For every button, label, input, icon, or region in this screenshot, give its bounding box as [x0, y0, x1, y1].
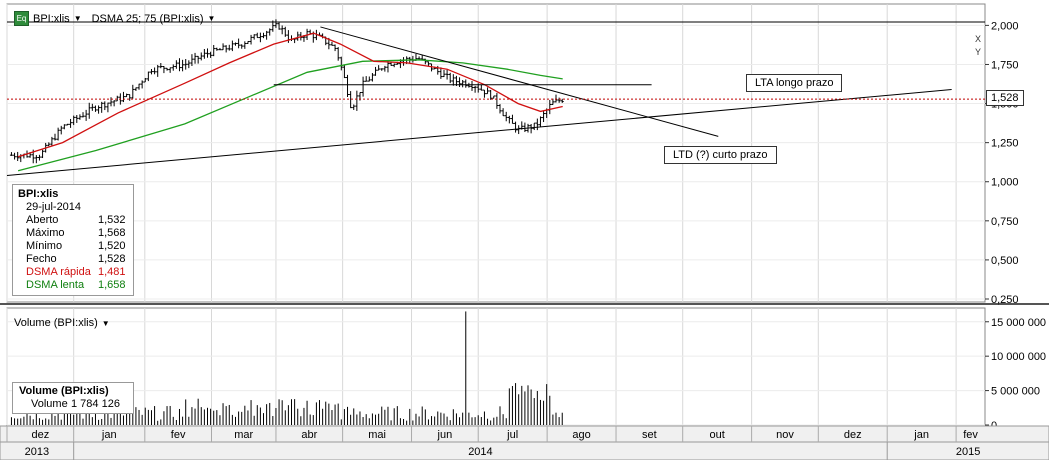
volume-info-label: Volume — [31, 398, 68, 410]
time-axis — [0, 425, 1049, 460]
price-tick-label: 0,500 — [991, 255, 1019, 267]
volume-tick-label: 5 000 000 — [991, 386, 1040, 398]
slow-ma-line — [17, 59, 563, 172]
fast-ma-line — [17, 32, 563, 158]
year-label: 2015 — [956, 446, 980, 458]
month-label: jun — [437, 429, 453, 441]
month-label: mai — [368, 429, 386, 441]
month-label: mar — [234, 429, 253, 441]
month-label: fev — [171, 429, 186, 441]
info-row-value: 1,528 — [98, 253, 126, 265]
y-label: Y — [975, 47, 982, 57]
info-date: 29-jul-2014 — [26, 201, 82, 213]
info-row: Aberto 1,532 — [26, 214, 128, 227]
month-label: fev — [963, 429, 978, 441]
volume-info-title: Volume (BPI:xlis) — [19, 385, 109, 397]
equity-icon[interactable]: Eq — [14, 11, 29, 26]
volume-header: Volume (BPI:xlis) ▼ — [14, 317, 110, 329]
price-tick-label: 2,000 — [991, 20, 1019, 32]
info-row-label: Mínimo — [26, 240, 63, 252]
info-row: Fecho 1,528 — [26, 253, 128, 266]
year-label: 2013 — [25, 446, 49, 458]
info-box: BPI:xlis 29-jul-2014 Aberto 1,532 Máximo 1,… — [12, 184, 134, 296]
chart-header: Eq BPI:xlis ▼ DSMA 25; 75 (BPI:xlis) ▼ — [14, 11, 215, 26]
price-bars — [9, 19, 564, 164]
price-panel — [6, 3, 986, 303]
month-label: jan — [101, 429, 117, 441]
volume-title[interactable]: Volume (BPI:xlis) — [14, 317, 98, 329]
ltd-annotation[interactable]: LTD (?) curto prazo — [664, 146, 777, 164]
info-row-value: 1,520 — [98, 240, 126, 252]
x-label: X — [975, 34, 982, 44]
info-title: BPI:xlis — [18, 188, 59, 200]
trendline-lta — [6, 88, 952, 176]
month-label: nov — [776, 429, 794, 441]
volume-tick-label: 10 000 000 — [991, 351, 1046, 363]
price-tick-label: 0,250 — [991, 294, 1019, 306]
info-row-value: 1,532 — [98, 214, 126, 226]
info-row-label: Fecho — [26, 253, 57, 265]
info-row-label: Aberto — [26, 214, 59, 226]
info-row-label: DSMA rápida — [26, 266, 91, 278]
info-row-value: 1,481 — [98, 266, 126, 278]
price-tick-label: 1,000 — [991, 177, 1019, 189]
indicator-label[interactable]: DSMA 25; 75 (BPI:xlis) — [91, 12, 204, 25]
info-row-label: DSMA lenta — [26, 279, 85, 291]
last-price-label: 1,528 — [986, 90, 1024, 106]
info-row-label: Máximo — [26, 227, 65, 239]
info-row-value: 1,568 — [98, 227, 126, 239]
info-row-value: 1,658 — [98, 279, 126, 291]
volume-panel — [6, 307, 986, 426]
price-tick-label: 1,250 — [991, 138, 1019, 150]
volume-dropdown-icon[interactable]: ▼ — [101, 318, 110, 328]
info-row: Máximo 1,568 — [26, 227, 128, 240]
instrument-dropdown-icon[interactable]: ▼ — [73, 14, 82, 23]
year-label: 2014 — [468, 446, 492, 458]
info-row: Mínimo 1,520 — [26, 240, 128, 253]
volume-info-value: 1 784 126 — [71, 398, 120, 410]
month-label: abr — [301, 429, 317, 441]
volume-info-box: Volume (BPI:xlis) Volume 1 784 126 — [12, 382, 134, 414]
volume-tick-label: 15 000 000 — [991, 317, 1046, 329]
month-label: jan — [913, 429, 929, 441]
indicator-dropdown-icon[interactable]: ▼ — [207, 14, 216, 23]
month-label: jul — [506, 429, 518, 441]
price-tick-label: 1,750 — [991, 59, 1019, 71]
info-row: DSMA lenta 1,658 — [26, 279, 128, 292]
month-label: dez — [31, 429, 49, 441]
month-label: ago — [572, 429, 590, 441]
month-label: dez — [844, 429, 862, 441]
price-tick-label: 0,750 — [991, 216, 1019, 228]
month-label: out — [710, 429, 725, 441]
info-row: DSMA rápida 1,481 — [26, 266, 128, 279]
month-label: set — [642, 429, 657, 441]
instrument-label[interactable]: BPI:xlis — [33, 12, 70, 25]
lta-annotation[interactable]: LTA longo prazo — [746, 74, 843, 92]
trendline-ltd — [320, 26, 719, 137]
